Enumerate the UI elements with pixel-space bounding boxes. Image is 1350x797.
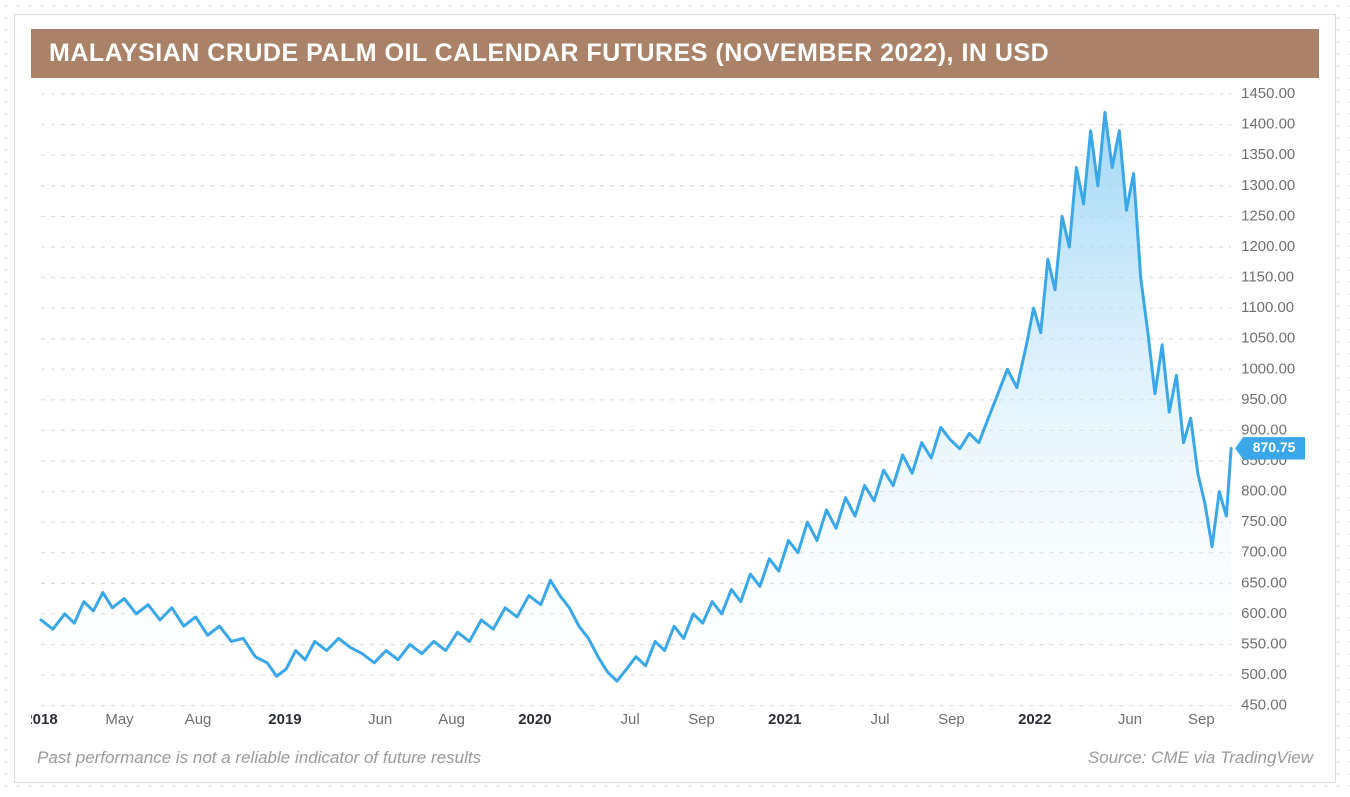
y-axis-label: 1400.00 — [1241, 116, 1295, 133]
y-axis-label: 1450.00 — [1241, 88, 1295, 102]
x-axis-label: May — [105, 711, 134, 728]
chart-title: MALAYSIAN CRUDE PALM OIL CALENDAR FUTURE… — [49, 39, 1049, 67]
x-axis-label: Sep — [1188, 711, 1215, 728]
x-axis-label: 2019 — [268, 711, 301, 728]
y-axis-label: 1200.00 — [1241, 238, 1295, 255]
price-badge-value: 870.75 — [1253, 439, 1296, 455]
y-axis-label: 1100.00 — [1241, 299, 1294, 316]
x-axis-label: Aug — [438, 711, 465, 728]
y-axis-label: 450.00 — [1241, 697, 1287, 714]
y-axis-label: 1350.00 — [1241, 146, 1295, 163]
x-axis-label: Sep — [938, 711, 965, 728]
area-chart-svg: 450.00 500.00 550.00 600.00 650.00 700.00 750.… — [31, 88, 1319, 736]
x-axis-label: Aug — [185, 711, 212, 728]
chart-title-bar: MALAYSIAN CRUDE PALM OIL CALENDAR FUTURE… — [31, 29, 1319, 78]
y-axis-label: 800.00 — [1241, 483, 1287, 500]
y-axis-label: 950.00 — [1241, 391, 1287, 408]
disclaimer-text: Past performance is not a reliable indic… — [37, 748, 481, 768]
x-axis-label: 2018 — [31, 711, 58, 728]
x-axis-label: Jun — [1118, 711, 1142, 728]
y-axis-label: 1300.00 — [1241, 177, 1295, 194]
x-axis-label: 2021 — [768, 711, 801, 728]
y-axis-label: 1150.00 — [1241, 268, 1294, 285]
y-axis-label: 600.00 — [1241, 605, 1287, 622]
y-axis-label: 700.00 — [1241, 544, 1287, 561]
y-axis-label: 1250.00 — [1241, 207, 1295, 224]
y-axis-label: 550.00 — [1241, 635, 1287, 652]
chart-card: MALAYSIAN CRUDE PALM OIL CALENDAR FUTURE… — [14, 14, 1336, 783]
x-axis-label: Sep — [688, 711, 715, 728]
x-axis-label: Jul — [870, 711, 889, 728]
x-axis-label: Jul — [621, 711, 640, 728]
y-axis-label: 500.00 — [1241, 666, 1287, 683]
y-axis-label: 650.00 — [1241, 574, 1287, 591]
chart-area: 450.00 500.00 550.00 600.00 650.00 700.00 750.… — [31, 88, 1319, 736]
x-axis-label: 2022 — [1018, 711, 1051, 728]
y-axis-label: 1050.00 — [1241, 330, 1295, 347]
area-fill — [41, 112, 1231, 705]
y-axis-label: 750.00 — [1241, 513, 1287, 530]
y-axis-label: 900.00 — [1241, 421, 1287, 438]
x-axis-label: Jun — [368, 711, 392, 728]
source-text: Source: CME via TradingView — [1088, 748, 1313, 768]
x-axis-label: 2020 — [518, 711, 551, 728]
y-axis-label: 1000.00 — [1241, 360, 1295, 377]
chart-footer: Past performance is not a reliable indic… — [15, 742, 1335, 782]
